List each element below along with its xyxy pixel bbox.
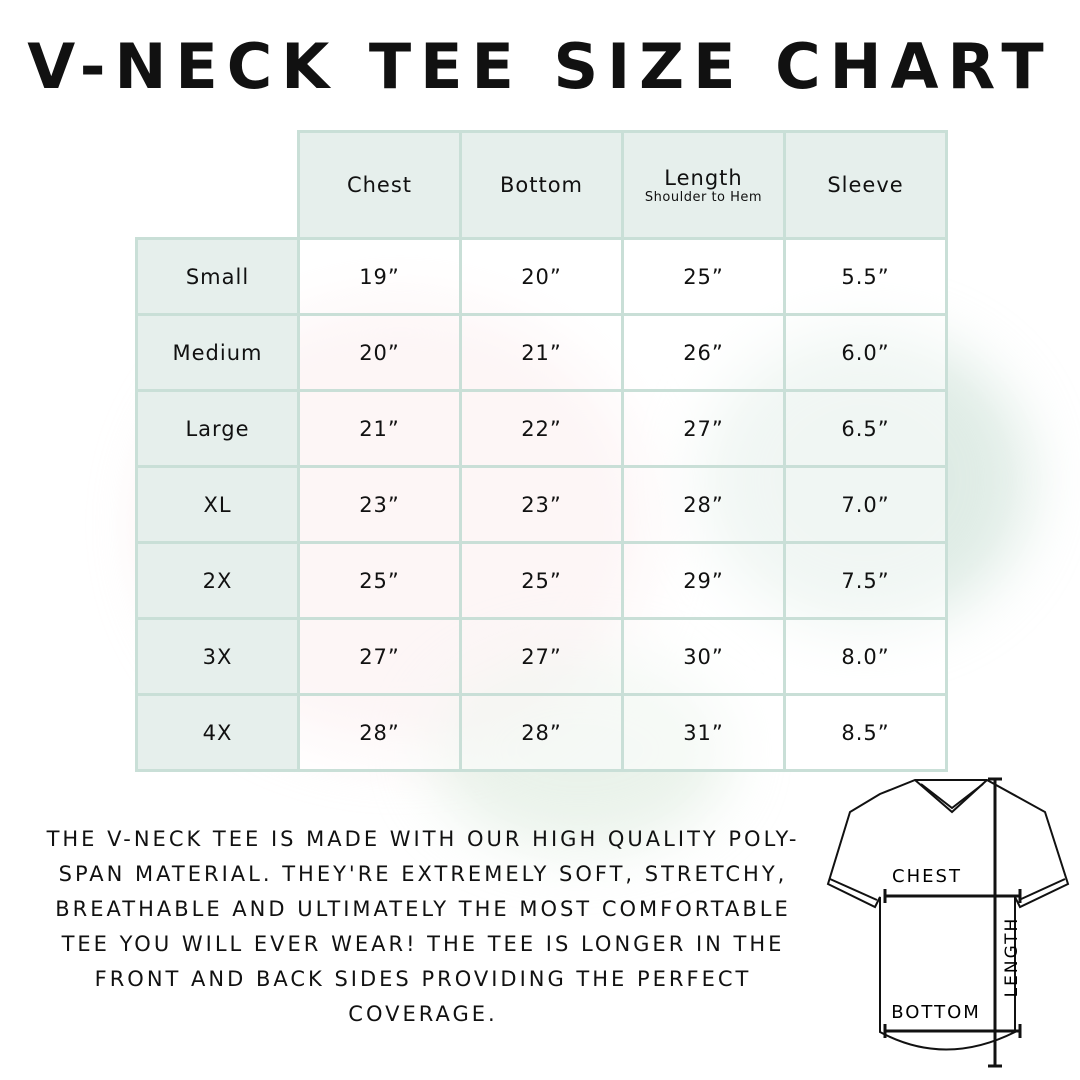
measurement-value: 30” [683, 644, 724, 669]
table-cell: 31” [621, 693, 786, 772]
table-cell: 8.0” [783, 617, 948, 696]
table-cell: 28” [297, 693, 462, 772]
measurement-value: 5.5” [841, 264, 890, 289]
column-header-sublabel: Shoulder to Hem [644, 189, 763, 205]
column-header-label: Bottom [499, 173, 584, 197]
chest-label: CHEST [892, 866, 962, 887]
measurement-value: 8.5” [841, 720, 890, 745]
column-header-label: Length [664, 165, 743, 190]
table-cell: 7.5” [783, 541, 948, 620]
column-header-label: Chest [346, 173, 413, 197]
table-cell: 8.5” [783, 693, 948, 772]
column-header-label: Sleeve [827, 173, 904, 197]
measurement-value: 21” [521, 340, 562, 365]
size-table: Chest Bottom Length Shoulder to Hem Sleeve Sm… [135, 130, 948, 772]
measurement-value: 8.0” [841, 644, 890, 669]
row-header: XL [135, 465, 300, 544]
column-header: Sleeve [783, 130, 948, 240]
size-label: 3X [202, 644, 233, 669]
table-cell: 25” [297, 541, 462, 620]
measurement-value: 20” [521, 264, 562, 289]
table-cell: 6.0” [783, 313, 948, 392]
table-cell: 22” [459, 389, 624, 468]
table-cell: 26” [621, 313, 786, 392]
row-header: Large [135, 389, 300, 468]
table-cell: 30” [621, 617, 786, 696]
table-cell: 27” [459, 617, 624, 696]
table-cell: 23” [297, 465, 462, 544]
measurement-value: 7.0” [841, 492, 890, 517]
tee-measurement-diagram: CHEST BOTTOM LENGTH [826, 777, 1070, 1068]
column-header: Bottom [459, 130, 624, 240]
size-label: Small [185, 264, 250, 289]
size-label: Medium [172, 340, 263, 365]
measurement-value: 20” [359, 340, 400, 365]
row-header: 2X [135, 541, 300, 620]
table-cell: 25” [459, 541, 624, 620]
size-label: XL [203, 492, 232, 517]
measurement-value: 27” [359, 644, 400, 669]
measurement-value: 28” [521, 720, 562, 745]
measurement-value: 19” [359, 264, 400, 289]
table-cell: 28” [621, 465, 786, 544]
size-label: 2X [202, 568, 233, 593]
table-cell: 28” [459, 693, 624, 772]
length-label: LENGTH [1002, 917, 1022, 998]
measurement-value: 21” [359, 416, 400, 441]
table-cell: 19” [297, 237, 462, 316]
size-label: Large [185, 416, 250, 441]
table-cell: 27” [297, 617, 462, 696]
measurement-value: 23” [359, 492, 400, 517]
measurement-value: 27” [683, 416, 724, 441]
row-header: Small [135, 237, 300, 316]
measurement-value: 7.5” [841, 568, 890, 593]
size-label: 4X [202, 720, 233, 745]
table-cell: 29” [621, 541, 786, 620]
bottom-label: BOTTOM [891, 1002, 981, 1023]
measurement-value: 6.0” [841, 340, 890, 365]
measurement-value: 25” [683, 264, 724, 289]
row-header: Medium [135, 313, 300, 392]
tee-outline-icon [826, 779, 1070, 1051]
measurement-value: 22” [521, 416, 562, 441]
column-header: Length Shoulder to Hem [621, 130, 786, 240]
table-cell: 7.0” [783, 465, 948, 544]
table-cell: 21” [459, 313, 624, 392]
measurement-value: 26” [683, 340, 724, 365]
measurement-value: 28” [359, 720, 400, 745]
product-description: The V-Neck Tee is made with our high qua… [46, 827, 800, 1026]
measurement-value: 29” [683, 568, 724, 593]
table-cell: 21” [297, 389, 462, 468]
table-cell: 23” [459, 465, 624, 544]
row-header: 4X [135, 693, 300, 772]
measurement-value: 23” [521, 492, 562, 517]
table-cell: 20” [459, 237, 624, 316]
table-cell: 25” [621, 237, 786, 316]
table-cell: 20” [297, 313, 462, 392]
measurement-value: 25” [359, 568, 400, 593]
column-header: Chest [297, 130, 462, 240]
table-cell: 5.5” [783, 237, 948, 316]
page-title: V-Neck Tee Size Chart [27, 30, 1053, 103]
row-header: 3X [135, 617, 300, 696]
measurement-value: 6.5” [841, 416, 890, 441]
table-cell: 6.5” [783, 389, 948, 468]
measurement-value: 31” [683, 720, 724, 745]
measurement-value: 25” [521, 568, 562, 593]
measurement-value: 28” [683, 492, 724, 517]
measurement-value: 27” [521, 644, 562, 669]
table-cell: 27” [621, 389, 786, 468]
